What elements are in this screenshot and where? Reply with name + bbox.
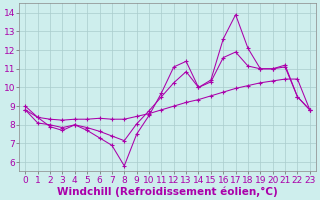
X-axis label: Windchill (Refroidissement éolien,°C): Windchill (Refroidissement éolien,°C)	[57, 186, 278, 197]
